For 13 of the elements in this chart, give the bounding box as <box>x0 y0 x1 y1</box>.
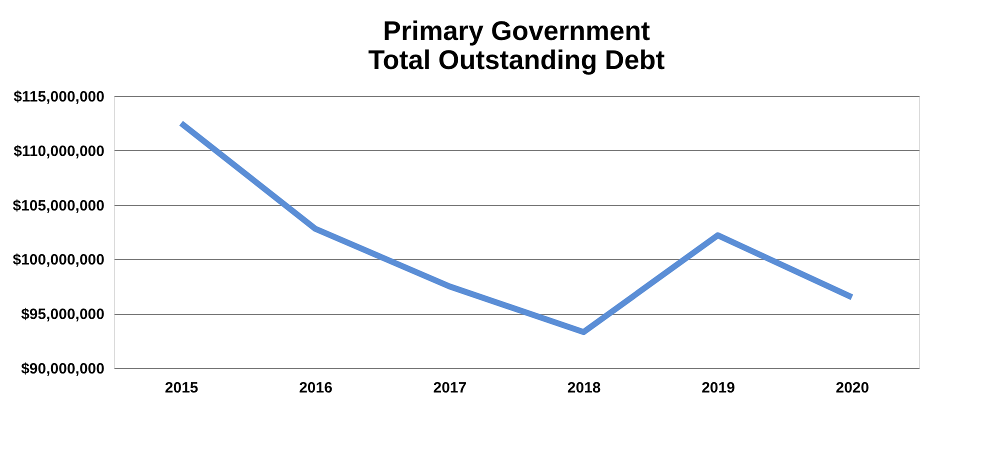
x-tick-label: 2015 <box>164 380 198 396</box>
x-tick-label: 2017 <box>433 380 467 396</box>
y-tick-label: $115,000,000 <box>14 88 104 106</box>
x-tick-label: 2020 <box>836 380 870 396</box>
y-tick-label: $105,000,000 <box>12 197 104 214</box>
y-tick-label: $100,000,000 <box>12 252 104 269</box>
y-tick-label: $95,000,000 <box>21 306 104 324</box>
x-tick-label: 2019 <box>702 380 735 396</box>
x-tick-label: 2018 <box>567 380 601 396</box>
x-tick-label: 2016 <box>299 380 332 396</box>
chart-title: Primary Government Total Outstanding Debt <box>368 16 665 75</box>
y-tick-label: $90,000,000 <box>21 360 104 378</box>
y-tick-label: $110,000,000 <box>14 142 104 160</box>
